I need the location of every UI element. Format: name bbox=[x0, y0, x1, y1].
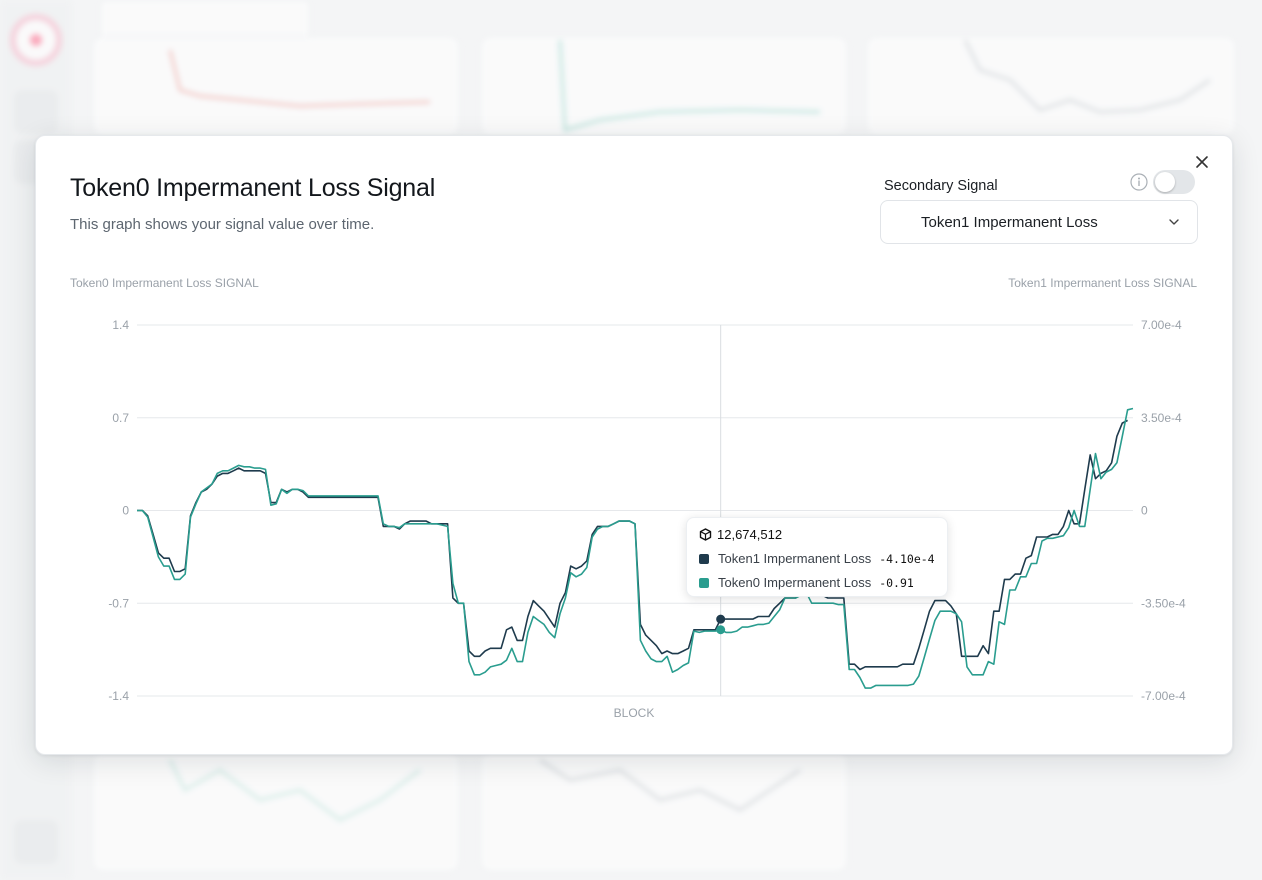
right-tick-label: 0 bbox=[1141, 504, 1148, 518]
left-axis-title: Token0 Impermanent Loss SIGNAL bbox=[70, 276, 259, 290]
nav-button bbox=[14, 90, 58, 134]
tooltip-series-name: Token1 Impermanent Loss bbox=[718, 551, 872, 566]
signal-chart[interactable]: 1.4 7.00e-4 0.7 3.50e-4 0 0 -0.7 -3.50e-4 -1.4 -7… bbox=[36, 136, 1234, 756]
left-tick-label: -0.7 bbox=[108, 596, 129, 610]
series-line-token1 bbox=[137, 419, 1128, 671]
tooltip-series-name: Token0 Impermanent Loss bbox=[718, 575, 872, 590]
close-icon bbox=[1196, 156, 1208, 168]
left-tick-label: 1.4 bbox=[112, 318, 129, 332]
hover-point-token0 bbox=[716, 625, 726, 635]
tooltip-block-number: 12,674,512 bbox=[717, 527, 783, 542]
info-icon[interactable] bbox=[1130, 173, 1148, 191]
tooltip-block: 12,674,512 bbox=[699, 527, 782, 542]
signal-modal: Token0 Impermanent Loss Signal This grap… bbox=[35, 135, 1233, 755]
left-tick-label: -1.4 bbox=[108, 689, 129, 703]
app-logo bbox=[10, 14, 62, 66]
right-tick-label: -7.00e-4 bbox=[1141, 689, 1186, 703]
tooltip-series-value: -4.10e-4 bbox=[879, 551, 935, 566]
close-button[interactable] bbox=[1190, 150, 1214, 174]
background-card bbox=[866, 36, 1236, 136]
right-tick-label: 3.50e-4 bbox=[1141, 411, 1182, 425]
tooltip-series-value: -0.91 bbox=[879, 575, 914, 590]
hover-point-token1 bbox=[716, 614, 726, 624]
legend-swatch-token1 bbox=[699, 553, 709, 564]
toggle-knob bbox=[1155, 172, 1175, 192]
block-icon bbox=[699, 528, 712, 541]
left-tick-label: 0.7 bbox=[112, 411, 129, 425]
left-tick-label: 0 bbox=[122, 504, 129, 518]
secondary-signal-select[interactable]: Token1 Impermanent Loss bbox=[880, 200, 1198, 244]
right-axis-title: Token1 Impermanent Loss SIGNAL bbox=[1008, 276, 1197, 290]
chart-tooltip: 12,674,512 Token1 Impermanent Loss -4.10… bbox=[686, 517, 948, 597]
background-card bbox=[480, 752, 848, 872]
tooltip-row-token0: Token0 Impermanent Loss -0.91 bbox=[699, 575, 914, 590]
modal-title: Token0 Impermanent Loss Signal bbox=[70, 174, 436, 202]
series-line-token0 bbox=[137, 407, 1134, 689]
chevron-down-icon bbox=[1169, 219, 1179, 225]
nav-button bbox=[14, 820, 58, 864]
x-axis-label: BLOCK bbox=[614, 706, 655, 720]
secondary-signal-value: Token1 Impermanent Loss bbox=[921, 214, 1098, 231]
legend-swatch-token0 bbox=[699, 577, 709, 588]
secondary-signal-label: Secondary Signal bbox=[884, 178, 998, 194]
background-card bbox=[92, 752, 460, 872]
right-tick-label: -3.50e-4 bbox=[1141, 596, 1186, 610]
modal-subtitle: This graph shows your signal value over … bbox=[70, 216, 375, 233]
right-tick-label: 7.00e-4 bbox=[1141, 318, 1182, 332]
tooltip-row-token1: Token1 Impermanent Loss -4.10e-4 bbox=[699, 551, 935, 566]
secondary-signal-toggle[interactable] bbox=[1153, 170, 1195, 194]
